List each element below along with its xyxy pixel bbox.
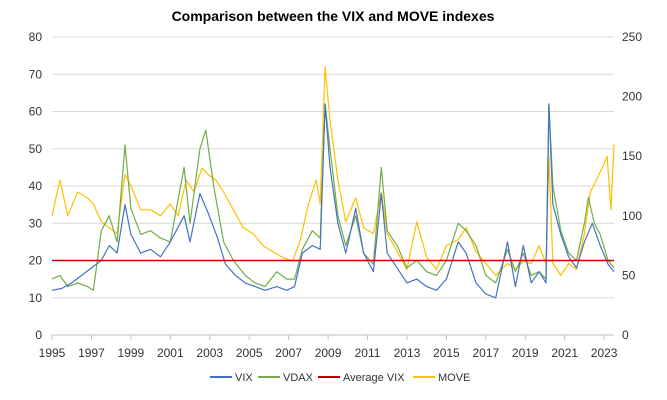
y-axis-left: 0 10 20 30 40 50 60 70 80 [29,30,43,342]
y-right-tick-label: 50 [622,268,636,282]
x-tick-label: 2019 [512,346,539,360]
y-left-tick-label: 80 [29,30,43,44]
legend: VIX VDAX Average VIX MOVE [210,372,470,384]
x-tick-label: 2023 [591,346,618,360]
x-tick-label: 1997 [78,346,105,360]
x-tick-label: 2009 [315,346,342,360]
legend-label-move: MOVE [438,372,470,384]
y-right-tick-label: 100 [622,209,642,223]
y-right-tick-label: 150 [622,149,642,163]
x-tick-label: 2007 [275,346,302,360]
x-tick-label: 2005 [236,346,263,360]
series-line-vdax [51,103,615,291]
y-left-tick-label: 30 [29,216,43,230]
x-tick-label: 2015 [433,346,460,360]
x-tick-label: 2001 [157,346,184,360]
y-left-tick-label: 10 [29,291,43,305]
legend-label-vdax: VDAX [283,372,314,384]
y-right-tick-label: 250 [622,30,642,44]
legend-label-vix: VIX [235,372,253,384]
y-left-tick-label: 70 [29,67,43,81]
legend-label-average-vix: Average VIX [343,372,405,384]
x-tick-label: 2021 [551,346,578,360]
x-tick-label: 1995 [39,346,66,360]
y-right-tick-label: 0 [622,328,629,342]
y-left-tick-label: 0 [35,328,42,342]
x-tick-label: 2017 [472,346,499,360]
y-left-tick-label: 50 [29,142,43,156]
series-lines [51,66,615,299]
y-left-tick-label: 40 [29,179,43,193]
chart-title: Comparison between the VIX and MOVE inde… [172,8,495,24]
series-line-vix [51,103,615,299]
x-tick-label: 1999 [118,346,145,360]
x-axis: 1995 1997 1999 2001 2003 2005 2007 2009 2011 2013… [39,334,618,360]
y-left-tick-label: 60 [29,105,43,119]
y-left-tick-label: 20 [29,254,43,268]
x-tick-label: 2003 [196,346,223,360]
x-tick-label: 2013 [394,346,421,360]
y-right-tick-label: 200 [622,90,642,104]
x-tick-label: 2011 [355,346,381,360]
y-axis-right: 0 50 100 150 200 250 [622,30,642,342]
